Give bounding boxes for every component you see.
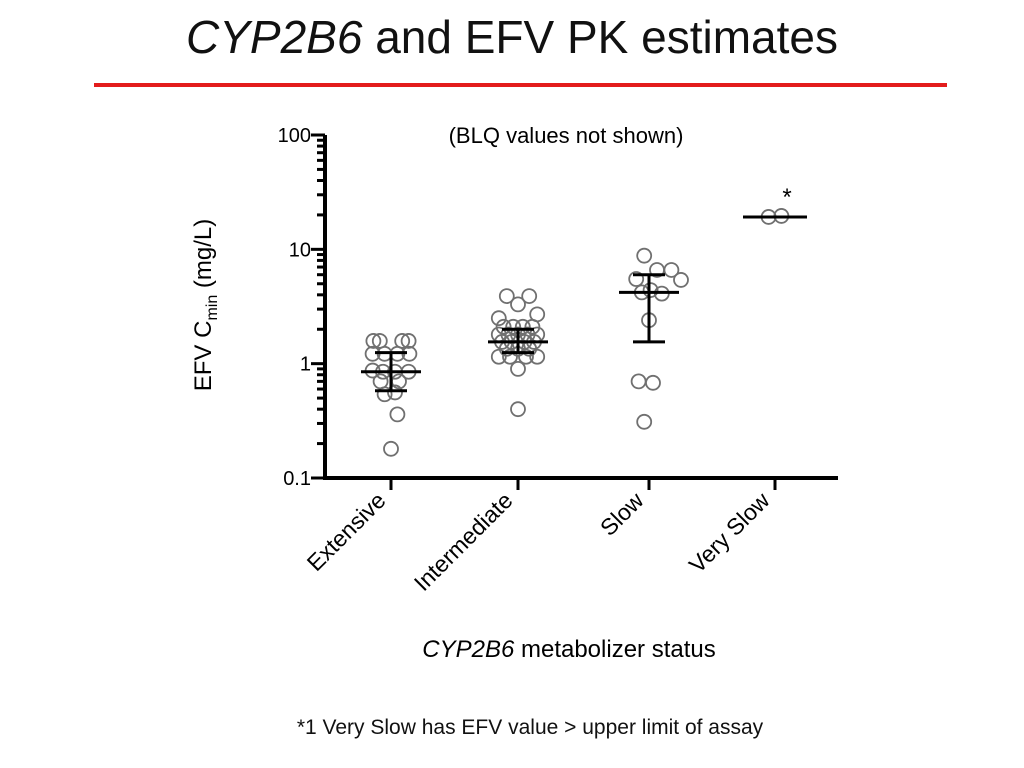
data-point-intermediate (490, 310, 507, 327)
data-point-intermediate (521, 288, 538, 304)
slide-title-gene: CYP2B6 (186, 11, 363, 63)
y-tick-label: 10 (289, 239, 311, 261)
data-point-slow (630, 373, 647, 390)
y-axis-label-prefix: EFV C (190, 321, 217, 392)
y-axis-label: EFV Cmin (mg/L) (190, 219, 221, 391)
data-point-slow (673, 272, 689, 288)
data-point-intermediate (505, 318, 522, 335)
y-tick-label: 1 (300, 354, 311, 376)
data-point-intermediate (524, 318, 541, 335)
data-point-slow (636, 413, 653, 430)
data-point-slow (636, 247, 653, 264)
y-tick-label: 0.1 (283, 468, 311, 490)
footnote: *1 Very Slow has EFV value > upper limit… (296, 716, 764, 739)
data-point-intermediate (514, 318, 531, 335)
data-point-intermediate (510, 401, 526, 418)
data-point-intermediate (510, 296, 526, 313)
x-axis-label: CYP2B6 metabolizer status (422, 636, 715, 663)
y-axis-label-subscript: min (204, 295, 221, 321)
data-point-intermediate (495, 318, 512, 335)
data-point-slow (628, 271, 645, 287)
data-point-extensive (372, 373, 389, 390)
y-tick-label: 100 (278, 125, 311, 147)
data-point-extensive (376, 386, 393, 403)
data-point-intermediate (498, 288, 515, 304)
data-point-intermediate (518, 348, 534, 365)
chart-subtitle: (BLQ values not shown) (449, 123, 684, 148)
data-point-intermediate (502, 348, 518, 365)
title-divider (94, 83, 947, 87)
data-point-intermediate (490, 348, 507, 365)
annotation-asterisk: * (782, 184, 791, 211)
data-point-extensive (365, 333, 382, 349)
x-tick-label-intermediate: Intermediate (409, 487, 518, 596)
data-point-slow (663, 262, 680, 278)
x-tick-label-very-slow: Very Slow (684, 487, 775, 578)
x-axis-label-rest: metabolizer status (514, 636, 715, 663)
data-point-slow (642, 282, 659, 298)
x-tick-label-extensive: Extensive (302, 487, 391, 576)
slide-title: CYP2B6 and EFV PK estimates (0, 10, 1024, 64)
y-axis-label-suffix: (mg/L) (190, 219, 217, 295)
data-point-extensive (389, 406, 406, 423)
slide-title-rest: and EFV PK estimates (362, 11, 838, 63)
x-tick-label-slow: Slow (595, 487, 649, 541)
x-axis-label-gene: CYP2B6 (422, 636, 515, 663)
data-point-extensive (387, 384, 403, 401)
data-point-intermediate (510, 360, 526, 377)
data-point-intermediate (529, 348, 546, 365)
efv-cmin-scatter-chart: 0.1 1 10 100 Extensive Intermediate Slow Very S… (190, 123, 838, 663)
data-point-slow (645, 374, 661, 391)
data-point-extensive (383, 440, 399, 457)
data-point-extensive (400, 333, 417, 349)
